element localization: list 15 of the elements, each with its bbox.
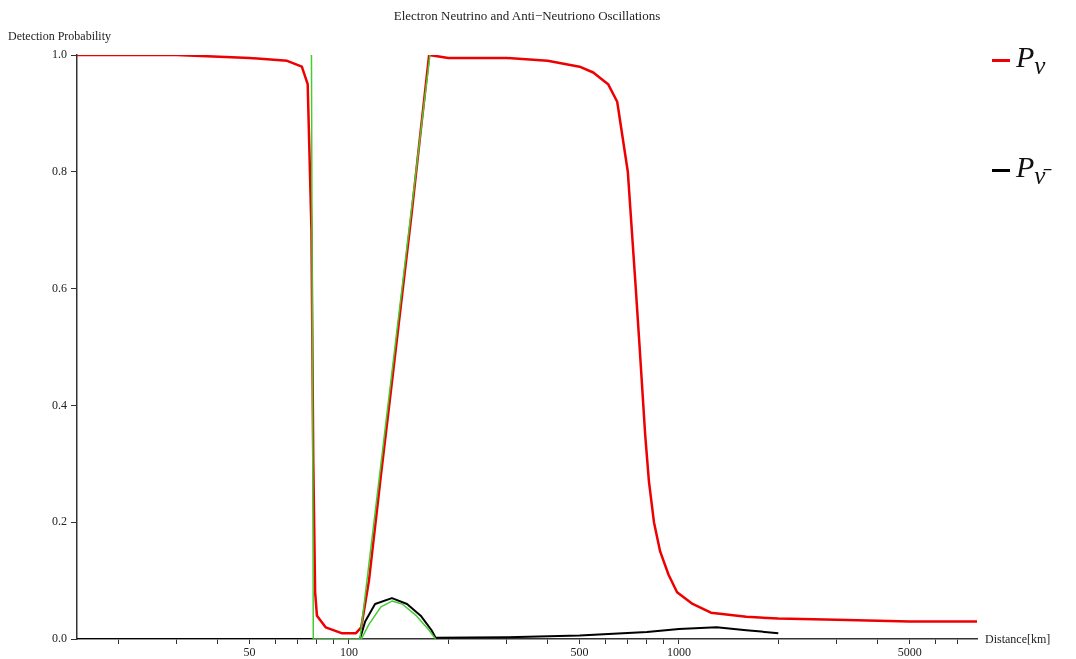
x-tick-label: 50 <box>243 645 256 659</box>
y-axis-title: Detection Probability <box>8 29 111 44</box>
chart-title: Electron Neutrino and Anti−Neutriono Oscillations <box>393 8 661 24</box>
y-tick-label: 0.2 <box>52 514 67 529</box>
x-axis-title: Distance[km] <box>985 632 1051 647</box>
y-tick-label: 0.6 <box>52 280 67 295</box>
y-tick-label: 0.8 <box>52 163 67 178</box>
x-tick-label: 100 <box>339 645 358 659</box>
y-tick-label: 1.0 <box>52 47 67 62</box>
y-tick-label: 0.0 <box>52 631 67 646</box>
y-tick-label: 0.4 <box>52 397 67 412</box>
x-tick-label: 1000 <box>666 645 691 659</box>
x-tick-label: 500 <box>570 645 589 659</box>
legend-label: P$_{ν}$ <box>1016 40 1046 80</box>
x-tick-label: 5000 <box>897 645 922 659</box>
